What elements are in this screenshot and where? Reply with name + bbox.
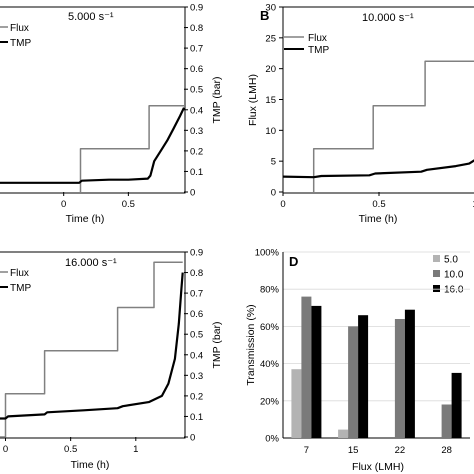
panel-c-y2-tick-label: 0.3 — [190, 371, 203, 382]
panel-b-series-flux-line — [312, 60, 474, 192]
panel-d-y-tick-label: 100% — [255, 248, 280, 259]
panel-b-legend: Flux TMP — [284, 33, 329, 56]
panel-d-bar-10-0-15 — [348, 326, 359, 438]
panel-b-chart: B 10.000 s⁻¹ Flux TMP Time (h) Flux (LMH… — [247, 3, 474, 225]
panel-d-legend-label: 16.0 — [444, 285, 464, 296]
panel-d-y-tick-label: 0% — [265, 434, 279, 445]
panel-b-series-tmp-line — [282, 159, 474, 179]
panel-b-legend-flux: Flux — [308, 33, 327, 44]
panel-a-chart: 5.000 s⁻¹ Flux TMP Time (h) TMP (bar) 0 0… — [0, 3, 223, 225]
panel-c-y2-tick-label: 0.7 — [190, 289, 203, 300]
panel-a-y2-tick-label: 0.2 — [190, 146, 203, 157]
panel-b-y-tick-label: 25 — [265, 33, 276, 44]
panel-c-x-tick-label: 0 — [3, 444, 8, 455]
panel-a-x-tick-label: 0 — [61, 199, 66, 210]
panel-d-bar-5-0-7 — [291, 369, 302, 438]
panel-a-y2-axis-label: TMP (bar) — [211, 76, 223, 123]
panel-d-legend: 5.0 10.0 16.0 — [433, 255, 464, 296]
panel-b-y-tick-label: 15 — [265, 95, 276, 106]
panel-a-y2-tick-label: 0.9 — [190, 3, 203, 14]
panel-b-y-tick-label: 30 — [265, 3, 276, 14]
panel-c-y2-tick-label: 0.4 — [190, 350, 203, 361]
panel-c-y2-tick-label: 0.2 — [190, 391, 203, 402]
panel-c-y2-tick-label: 0.8 — [190, 268, 203, 279]
panel-c-x-axis-label: Time (h) — [71, 459, 110, 471]
panel-a-x-axis-label: Time (h) — [66, 213, 105, 225]
panel-b-y-axis-label: Flux (LMH) — [247, 74, 259, 126]
panel-d-y-tick-label: 40% — [260, 359, 280, 370]
panel-b-y-tick-label: 5 — [271, 157, 276, 168]
panel-a-x-tick-label: 0.5 — [122, 199, 135, 210]
panel-d-legend-label: 5.0 — [444, 255, 458, 266]
panel-c-x-tick-label: 1 — [133, 444, 138, 455]
panel-d-x-axis-label: Flux (LMH) — [352, 461, 404, 473]
panel-b-x-axis-label: Time (h) — [359, 213, 398, 225]
panel-b-y-tick-label: 20 — [265, 64, 276, 75]
panel-d-bar-10-0-7 — [301, 296, 312, 438]
panel-a-legend-tmp: TMP — [10, 38, 31, 49]
panel-d-bar-16-0-7 — [311, 305, 322, 438]
panel-c-y2-axis-label: TMP (bar) — [211, 321, 223, 368]
panel-d-bar-16-0-22 — [404, 309, 415, 438]
panel-b-x-tick-label: 1 — [472, 199, 474, 210]
panel-c-legend: Flux TMP — [0, 268, 31, 294]
panel-b-letter: B — [260, 8, 269, 23]
panel-d-y-tick-label: 60% — [260, 322, 280, 333]
panel-a-y2-tick-label: 0 — [190, 188, 195, 199]
panel-d-bar-16-0-15 — [358, 315, 369, 438]
panel-d-y-tick-label: 20% — [260, 396, 280, 407]
panel-a-condition-label: 5.000 s⁻¹ — [68, 11, 114, 23]
panel-d-x-tick-label: 7 — [304, 445, 309, 456]
panel-d-legend-swatch — [433, 255, 440, 262]
panel-a-y2-tick-label: 0.1 — [190, 167, 203, 178]
panel-d-x-tick-label: 22 — [395, 445, 406, 456]
panel-a-legend: Flux TMP — [0, 23, 31, 49]
panel-d-y-axis-label: Transmission (%) — [245, 304, 257, 385]
panel-b-legend-tmp: TMP — [308, 45, 329, 56]
panel-c-y2-tick-label: 0.5 — [190, 330, 203, 341]
panel-a-series-flux-line — [79, 104, 184, 192]
panel-b-x-tick-label: 0 — [280, 199, 285, 210]
panel-c-condition-label: 16.000 s⁻¹ — [65, 257, 117, 269]
panel-c-y2-tick-label: 0.9 — [190, 248, 203, 259]
panel-c-legend-tmp: TMP — [10, 283, 31, 294]
panel-c-chart: 16.000 s⁻¹ Flux TMP Time (h) TMP (bar) 0… — [0, 248, 223, 471]
panel-d-x-tick-label: 15 — [348, 445, 359, 456]
panel-a-y2-tick-label: 0.3 — [190, 126, 203, 137]
panel-c-series-flux-line — [0, 261, 183, 438]
panel-d-legend-swatch — [433, 285, 440, 292]
panel-d-letter: D — [289, 254, 298, 269]
panel-a-y2-tick-label: 0.7 — [190, 44, 203, 55]
panel-a-y2-tick-label: 0.5 — [190, 85, 203, 96]
panel-d-bar-16-0-28 — [451, 372, 462, 438]
panel-d-x-tick-label: 28 — [441, 445, 452, 456]
panel-d-legend-swatch — [433, 270, 440, 277]
panel-a-y2-tick-label: 0.4 — [190, 105, 203, 116]
panel-c-y2-tick-label: 0.6 — [190, 309, 203, 320]
panel-a-plot-frame — [0, 6, 186, 194]
panel-d-bar-5-0-15 — [338, 429, 349, 438]
panel-a-series-tmp-line — [0, 107, 185, 184]
panel-d-bar-10-0-28 — [441, 404, 452, 438]
panel-a-y2-tick-label: 0.8 — [190, 23, 203, 34]
panel-c-series-tmp-line — [0, 272, 184, 420]
panel-c-x-tick-label: 0.5 — [64, 444, 77, 455]
panel-a-legend-flux: Flux — [10, 23, 29, 34]
panel-b-x-tick-label: 0.5 — [372, 199, 385, 210]
panel-b-condition-label: 10.000 s⁻¹ — [362, 12, 414, 24]
panel-d-bar-10-0-22 — [394, 319, 405, 438]
panel-d-chart: D 5.0 10.0 16.0 Flux (LMH) Transmission (%… — [245, 248, 470, 473]
panel-b-y-tick-label: 0 — [271, 188, 276, 199]
panel-d-legend-label: 10.0 — [444, 270, 464, 281]
panel-c-y2-tick-label: 0 — [190, 433, 195, 444]
panel-a-y2-tick-label: 0.6 — [190, 64, 203, 75]
panel-c-y2-tick-label: 0.1 — [190, 412, 203, 423]
panel-b-y-tick-label: 10 — [265, 126, 276, 137]
panel-c-plot-frame — [0, 251, 186, 439]
panel-d-y-tick-label: 80% — [260, 285, 280, 296]
panel-c-legend-flux: Flux — [10, 268, 29, 279]
